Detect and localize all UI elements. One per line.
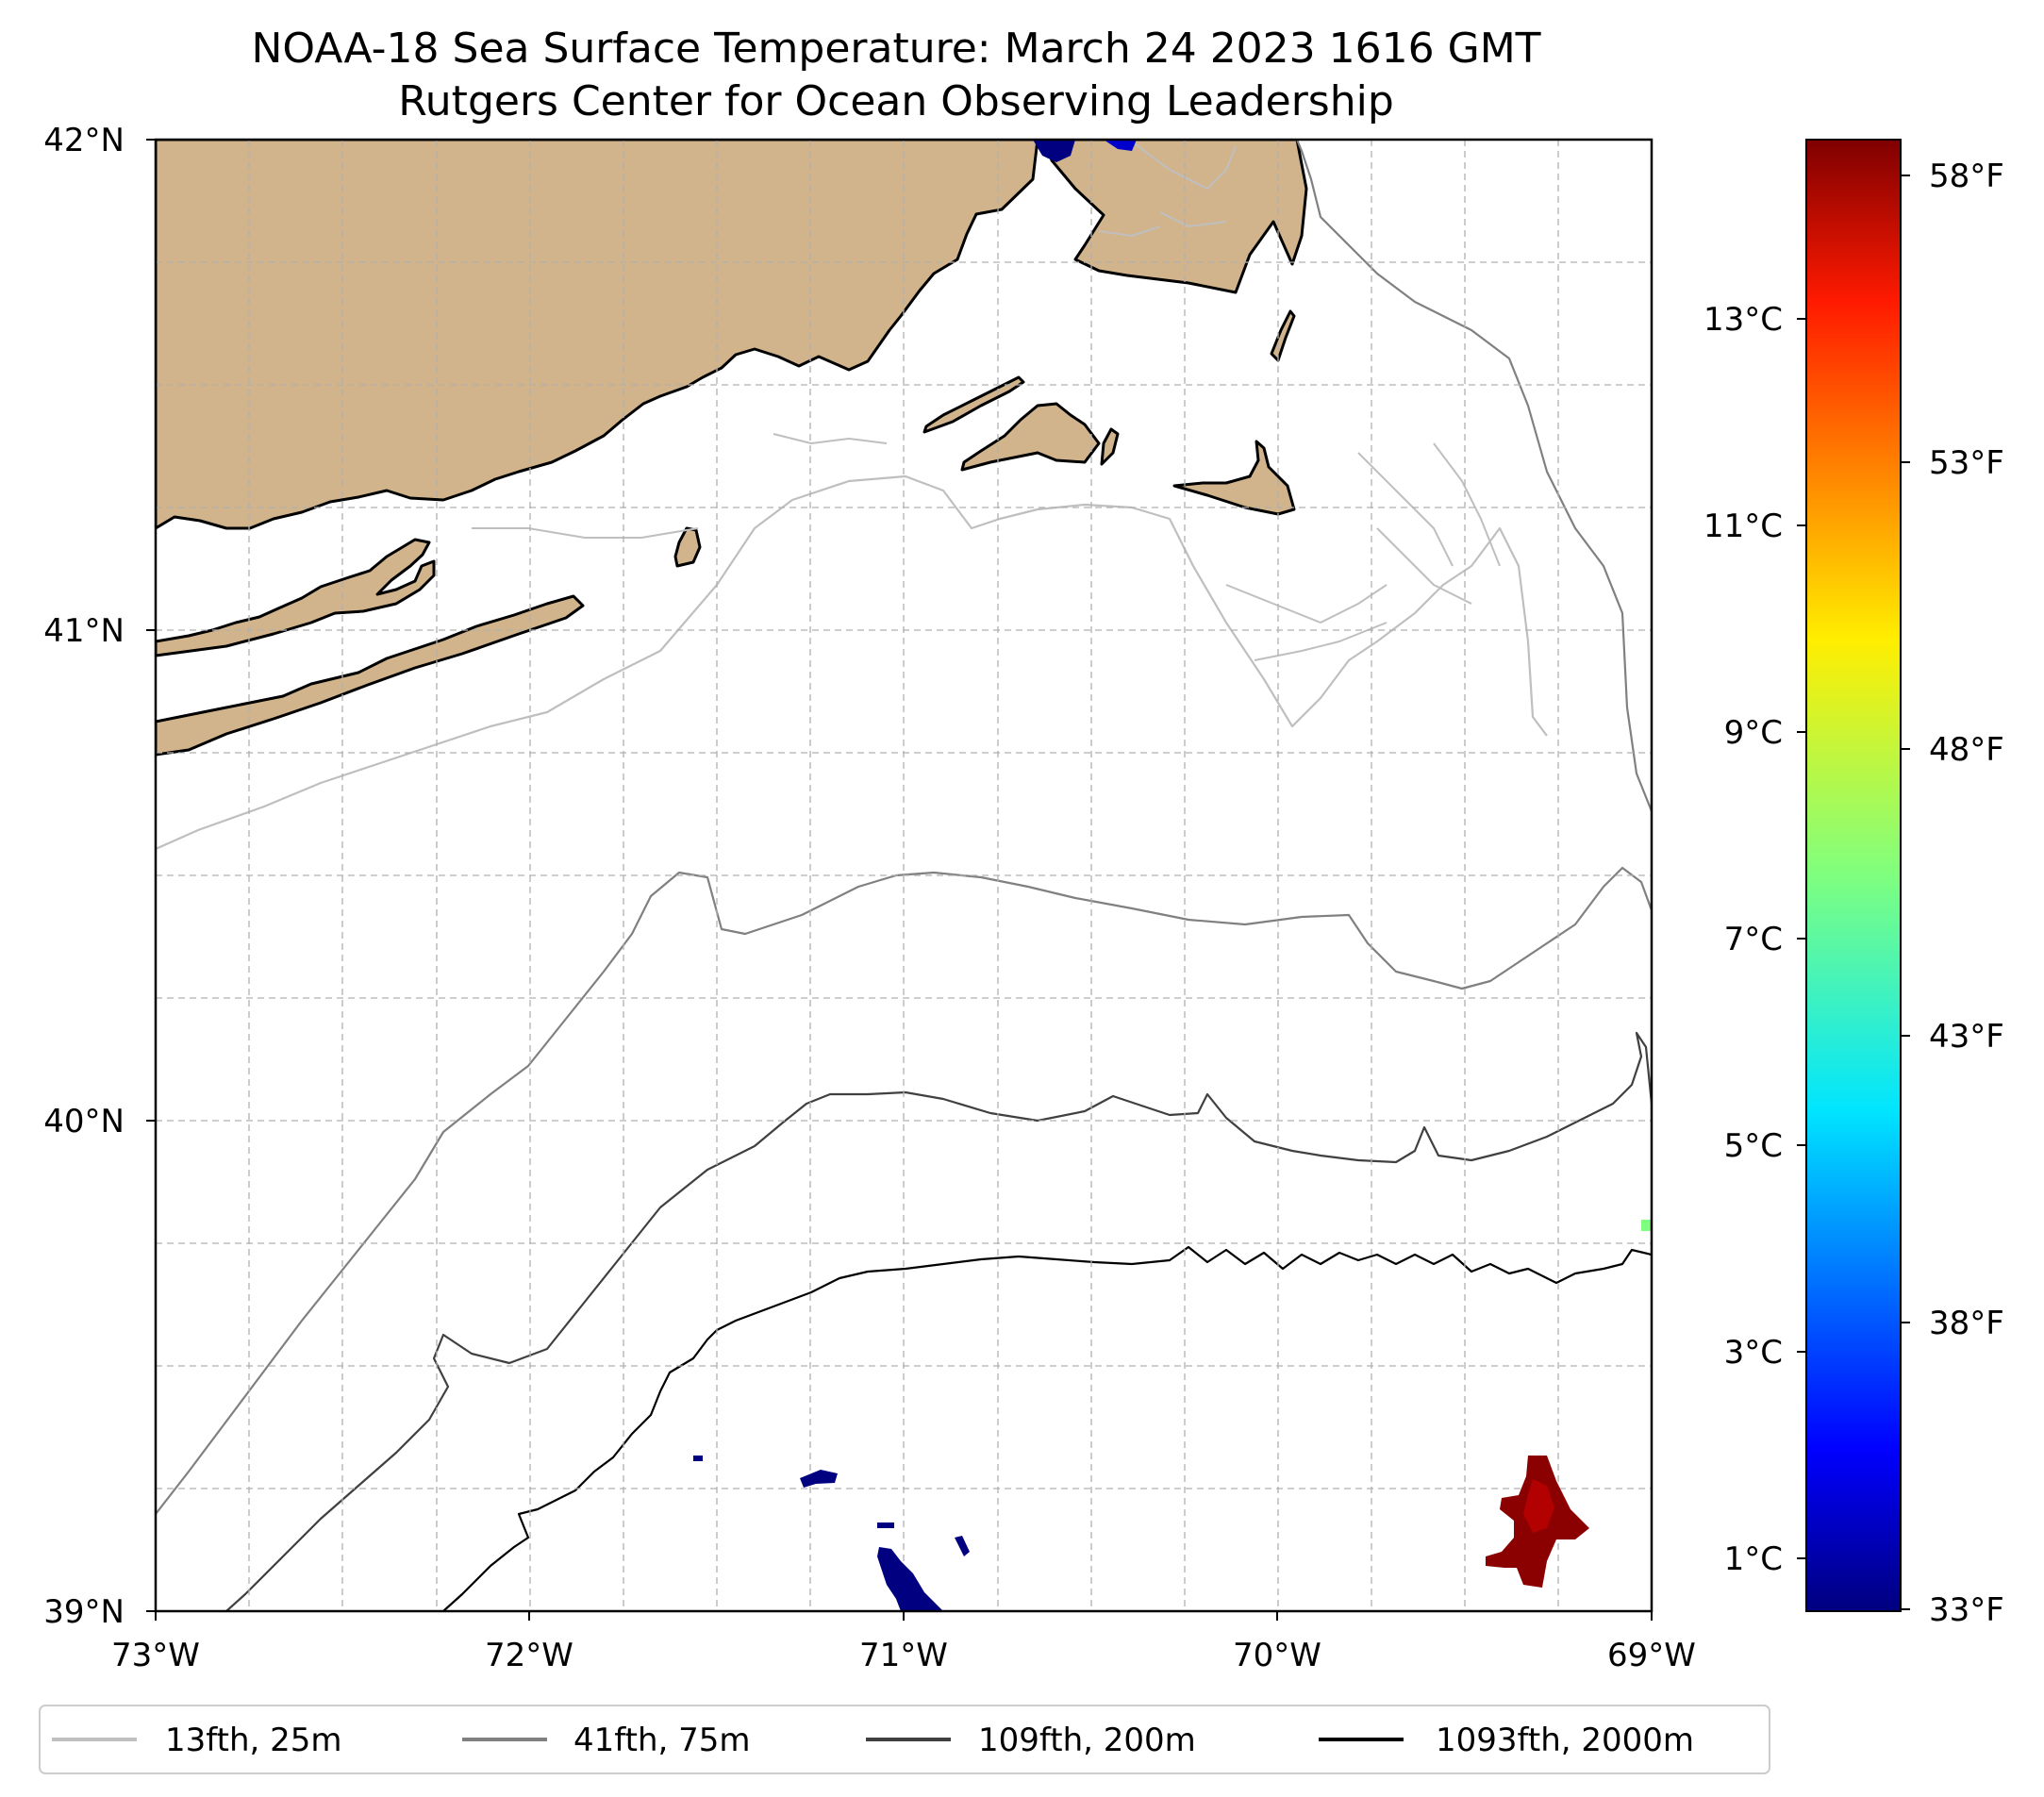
cbar-f-label-48: 48°F: [1929, 731, 2004, 769]
elizabeth-islands: [922, 375, 1025, 434]
cbar-f-label-58: 58°F: [1929, 158, 2004, 195]
south-blue-patch-b: [800, 1470, 838, 1488]
north-blue-patch: [1033, 140, 1075, 162]
lon-label-69: 69°W: [1607, 1637, 1696, 1674]
legend-label-2000m: 1093fth, 2000m: [1436, 1722, 1694, 1759]
isobath-200m: [225, 1031, 1652, 1611]
nantucket: [1172, 440, 1296, 516]
chappaquiddick: [1100, 427, 1120, 466]
lon-label-73: 73°W: [111, 1637, 200, 1674]
legend-label-200m: 109fth, 200m: [978, 1722, 1196, 1759]
south-blue-patch: [877, 1547, 943, 1611]
lon-label-70: 70°W: [1233, 1637, 1321, 1674]
isobath-25m: [156, 474, 1548, 851]
land-masses: [156, 140, 1308, 757]
lat-label-40: 40°N: [43, 1103, 125, 1140]
map-area: [156, 140, 1652, 1611]
marthas-vineyard: [960, 402, 1101, 472]
cbar-c-label-3: 3°C: [1724, 1334, 1783, 1372]
map-title-line2: Rutgers Center for Ocean Observing Leade…: [398, 77, 1394, 125]
cbar-c-label-13: 13°C: [1703, 301, 1783, 339]
lat-label-41: 41°N: [43, 612, 125, 650]
isobath-lines: [156, 140, 1652, 1611]
south-blue-patch-c: [955, 1536, 970, 1556]
east-red-core: [1523, 1479, 1554, 1533]
isobath-2000m: [442, 1245, 1652, 1611]
cbar-f-label-53: 53°F: [1929, 444, 2004, 482]
cbar-f-label-43: 43°F: [1929, 1018, 2004, 1056]
cbar-c-label-11: 11°C: [1703, 507, 1783, 545]
lon-label-72: 72°W: [485, 1637, 573, 1674]
legend-label-25m: 13fth, 25m: [165, 1722, 342, 1759]
colorbar: 13°C 11°C 9°C 7°C 5°C 3°C 1°C 58°F 53°F …: [1703, 139, 2004, 1629]
lat-label-39: 39°N: [43, 1593, 125, 1631]
cbar-f-label-38: 38°F: [1929, 1305, 2004, 1342]
axis-ticks: [146, 139, 1653, 1621]
isobath-75m: [156, 140, 1652, 1515]
cbar-c-label-9: 9°C: [1724, 714, 1783, 752]
gridlines: [156, 140, 1652, 1611]
colorbar-gradient: [1805, 139, 1902, 1612]
cbar-c-label-5: 5°C: [1724, 1127, 1783, 1165]
isobath-25m-shoals: [472, 141, 1501, 661]
edge-green-pixel: [1641, 1220, 1652, 1231]
lon-label-71: 71°W: [859, 1637, 948, 1674]
cbar-c-label-1: 1°C: [1724, 1540, 1783, 1578]
south-blue-dot-b: [693, 1456, 703, 1461]
legend-label-75m: 41fth, 75m: [573, 1722, 751, 1759]
cbar-f-label-33: 33°F: [1929, 1591, 2004, 1629]
north-blue-patch-small: [1104, 140, 1137, 151]
cbar-c-label-7: 7°C: [1724, 921, 1783, 958]
colorbar-ticks: [1797, 175, 1910, 1610]
long-island: [156, 538, 436, 657]
isobath-legend: 13fth, 25m 41fth, 75m 109fth, 200m 1093f…: [39, 1705, 1770, 1774]
lat-label-42: 42°N: [43, 122, 125, 159]
map-title-line1: NOAA-18 Sea Surface Temperature: March 2…: [251, 25, 1540, 73]
sst-patches: [693, 140, 1652, 1611]
mainland-new-england: [156, 140, 1308, 530]
south-blue-dot-a: [877, 1522, 894, 1528]
